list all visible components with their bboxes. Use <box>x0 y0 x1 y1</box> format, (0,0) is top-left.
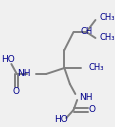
Text: NH: NH <box>17 68 30 77</box>
Text: HO: HO <box>53 115 67 124</box>
Text: HO: HO <box>1 55 14 65</box>
Text: O: O <box>12 88 19 97</box>
Text: CH₃: CH₃ <box>87 64 103 73</box>
Text: O: O <box>88 106 95 115</box>
Text: CH₃: CH₃ <box>98 34 114 43</box>
Text: NH: NH <box>78 92 92 101</box>
Text: CH: CH <box>79 28 92 36</box>
Text: CH₃: CH₃ <box>98 12 114 21</box>
